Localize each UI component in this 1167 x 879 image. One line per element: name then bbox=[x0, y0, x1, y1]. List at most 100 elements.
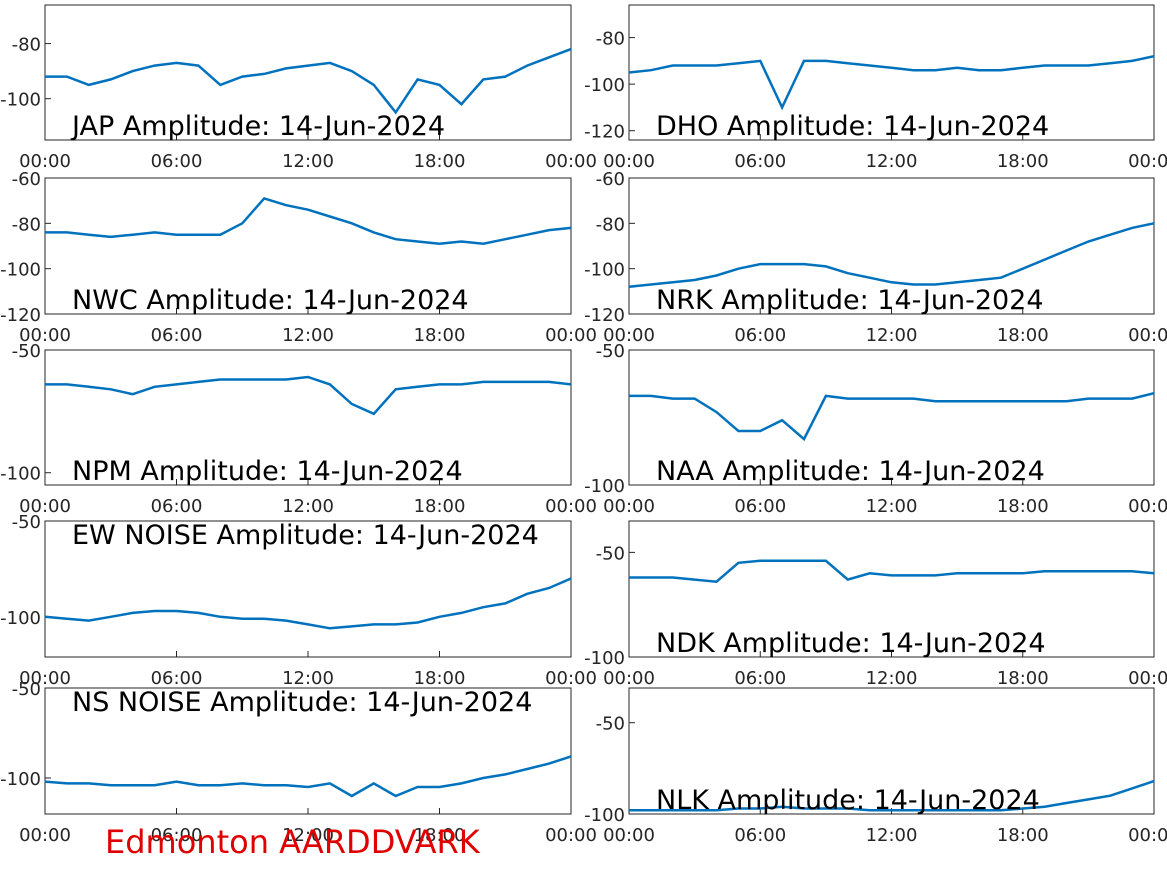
x-tick-label: 00:00 bbox=[545, 825, 597, 846]
amplitude-line bbox=[44, 577, 572, 630]
y-tick-label: -60 bbox=[12, 169, 41, 190]
x-tick-label: 12:00 bbox=[282, 496, 334, 517]
plot-area bbox=[628, 349, 1155, 486]
x-tick-label: 18:00 bbox=[997, 151, 1049, 172]
x-tick-label: 00:00 bbox=[545, 151, 597, 172]
x-tick-label: 06:00 bbox=[151, 325, 203, 346]
x-tick-label: 18:00 bbox=[997, 825, 1049, 846]
plot-area bbox=[628, 4, 1155, 141]
x-tick-label: 00:00 bbox=[19, 151, 71, 172]
x-tick-label: 00:00 bbox=[19, 825, 71, 846]
x-tick-label: 00:00 bbox=[545, 496, 597, 517]
y-tick-label: -50 bbox=[12, 512, 41, 533]
chart-title: NRK Amplitude: 14-Jun-2024 bbox=[656, 285, 1044, 316]
x-tick-label: 00:00 bbox=[1128, 496, 1167, 517]
y-tick-label: -50 bbox=[12, 341, 41, 362]
y-tick-label: -50 bbox=[12, 679, 41, 700]
x-tick-label: 00:00 bbox=[1128, 668, 1167, 689]
x-tick-label: 12:00 bbox=[866, 496, 918, 517]
chart-title: NS NOISE Amplitude: 14-Jun-2024 bbox=[72, 687, 532, 718]
plot-area bbox=[628, 177, 1155, 315]
x-tick-label: 00:00 bbox=[1128, 825, 1167, 846]
amplitude-line bbox=[628, 54, 1155, 111]
y-tick-label: -50 bbox=[596, 714, 625, 735]
y-tick-label: -100 bbox=[0, 260, 41, 281]
x-tick-label: 00:00 bbox=[545, 668, 597, 689]
y-tick-label: -100 bbox=[584, 805, 625, 826]
x-tick-label: 00:00 bbox=[603, 668, 655, 689]
amplitude-line bbox=[629, 779, 1155, 812]
plot-area bbox=[44, 520, 572, 658]
x-tick-label: 00:00 bbox=[1128, 151, 1167, 172]
x-tick-label: 06:00 bbox=[151, 496, 203, 517]
x-tick-label: 00:00 bbox=[603, 325, 655, 346]
y-tick-label: -50 bbox=[596, 341, 625, 362]
x-tick-label: 06:00 bbox=[734, 825, 786, 846]
y-tick-label: -80 bbox=[596, 214, 625, 235]
chart-title: JAP Amplitude: 14-Jun-2024 bbox=[70, 111, 445, 142]
y-tick-label: -100 bbox=[0, 464, 41, 485]
plot-area bbox=[628, 687, 1155, 815]
caption: Edmonton AARDDVARK bbox=[105, 823, 481, 861]
amplitude-line bbox=[629, 559, 1155, 583]
plot-area bbox=[44, 4, 572, 141]
x-tick-label: 00:00 bbox=[19, 496, 71, 517]
plot-area bbox=[628, 520, 1155, 658]
y-tick-label: -100 bbox=[0, 608, 41, 629]
x-tick-label: 18:00 bbox=[414, 151, 466, 172]
x-tick-label: 18:00 bbox=[414, 668, 466, 689]
x-tick-label: 06:00 bbox=[151, 825, 203, 846]
x-tick-label: 00:00 bbox=[603, 151, 655, 172]
x-tick-label: 06:00 bbox=[151, 668, 203, 689]
y-tick-label: -80 bbox=[12, 35, 41, 56]
x-tick-label: 18:00 bbox=[997, 325, 1049, 346]
plot-area bbox=[44, 349, 572, 486]
plot-area bbox=[44, 177, 572, 315]
chart-title: NPM Amplitude: 14-Jun-2024 bbox=[72, 456, 463, 487]
y-tick-label: -100 bbox=[584, 648, 625, 669]
chart-title: NAA Amplitude: 14-Jun-2024 bbox=[656, 456, 1045, 487]
x-tick-label: 18:00 bbox=[414, 325, 466, 346]
x-tick-label: 12:00 bbox=[866, 151, 918, 172]
x-tick-label: 06:00 bbox=[151, 151, 203, 172]
x-tick-label: 00:00 bbox=[545, 325, 597, 346]
x-tick-label: 06:00 bbox=[734, 325, 786, 346]
y-tick-label: -80 bbox=[596, 29, 625, 50]
x-tick-label: 12:00 bbox=[282, 151, 334, 172]
x-tick-label: 06:00 bbox=[734, 151, 786, 172]
x-tick-label: 06:00 bbox=[734, 496, 786, 517]
chart-title: DHO Amplitude: 14-Jun-2024 bbox=[656, 111, 1049, 142]
amplitude-line bbox=[45, 375, 572, 416]
x-tick-label: 00:00 bbox=[603, 825, 655, 846]
x-tick-label: 00:00 bbox=[603, 496, 655, 517]
x-tick-label: 12:00 bbox=[282, 325, 334, 346]
x-tick-label: 18:00 bbox=[414, 496, 466, 517]
amplitude-line bbox=[45, 47, 572, 115]
x-tick-label: 18:00 bbox=[997, 496, 1049, 517]
x-tick-label: 00:00 bbox=[1128, 325, 1167, 346]
chart-title: NLK Amplitude: 14-Jun-2024 bbox=[656, 785, 1040, 816]
y-tick-label: -100 bbox=[584, 75, 625, 96]
chart-title: EW NOISE Amplitude: 14-Jun-2024 bbox=[72, 520, 539, 551]
y-tick-label: -80 bbox=[12, 214, 41, 235]
y-tick-label: -100 bbox=[0, 90, 41, 111]
x-tick-label: 18:00 bbox=[997, 668, 1049, 689]
y-tick-label: -100 bbox=[584, 476, 625, 497]
x-tick-label: 12:00 bbox=[866, 668, 918, 689]
chart-title: NWC Amplitude: 14-Jun-2024 bbox=[72, 285, 469, 316]
y-tick-label: -100 bbox=[0, 769, 41, 790]
y-tick-label: -50 bbox=[596, 543, 625, 564]
x-tick-label: 18:00 bbox=[414, 825, 466, 846]
amplitude-line bbox=[44, 755, 572, 798]
chart-title: NDK Amplitude: 14-Jun-2024 bbox=[656, 628, 1046, 659]
amplitude-line bbox=[45, 196, 572, 245]
plot-area bbox=[44, 687, 572, 815]
x-tick-label: 06:00 bbox=[734, 668, 786, 689]
x-tick-label: 00:00 bbox=[19, 325, 71, 346]
amplitude-line bbox=[629, 391, 1155, 442]
x-tick-label: 12:00 bbox=[866, 325, 918, 346]
amplitude-line bbox=[628, 222, 1155, 289]
x-tick-label: 00:00 bbox=[19, 668, 71, 689]
y-tick-label: -120 bbox=[0, 305, 41, 326]
